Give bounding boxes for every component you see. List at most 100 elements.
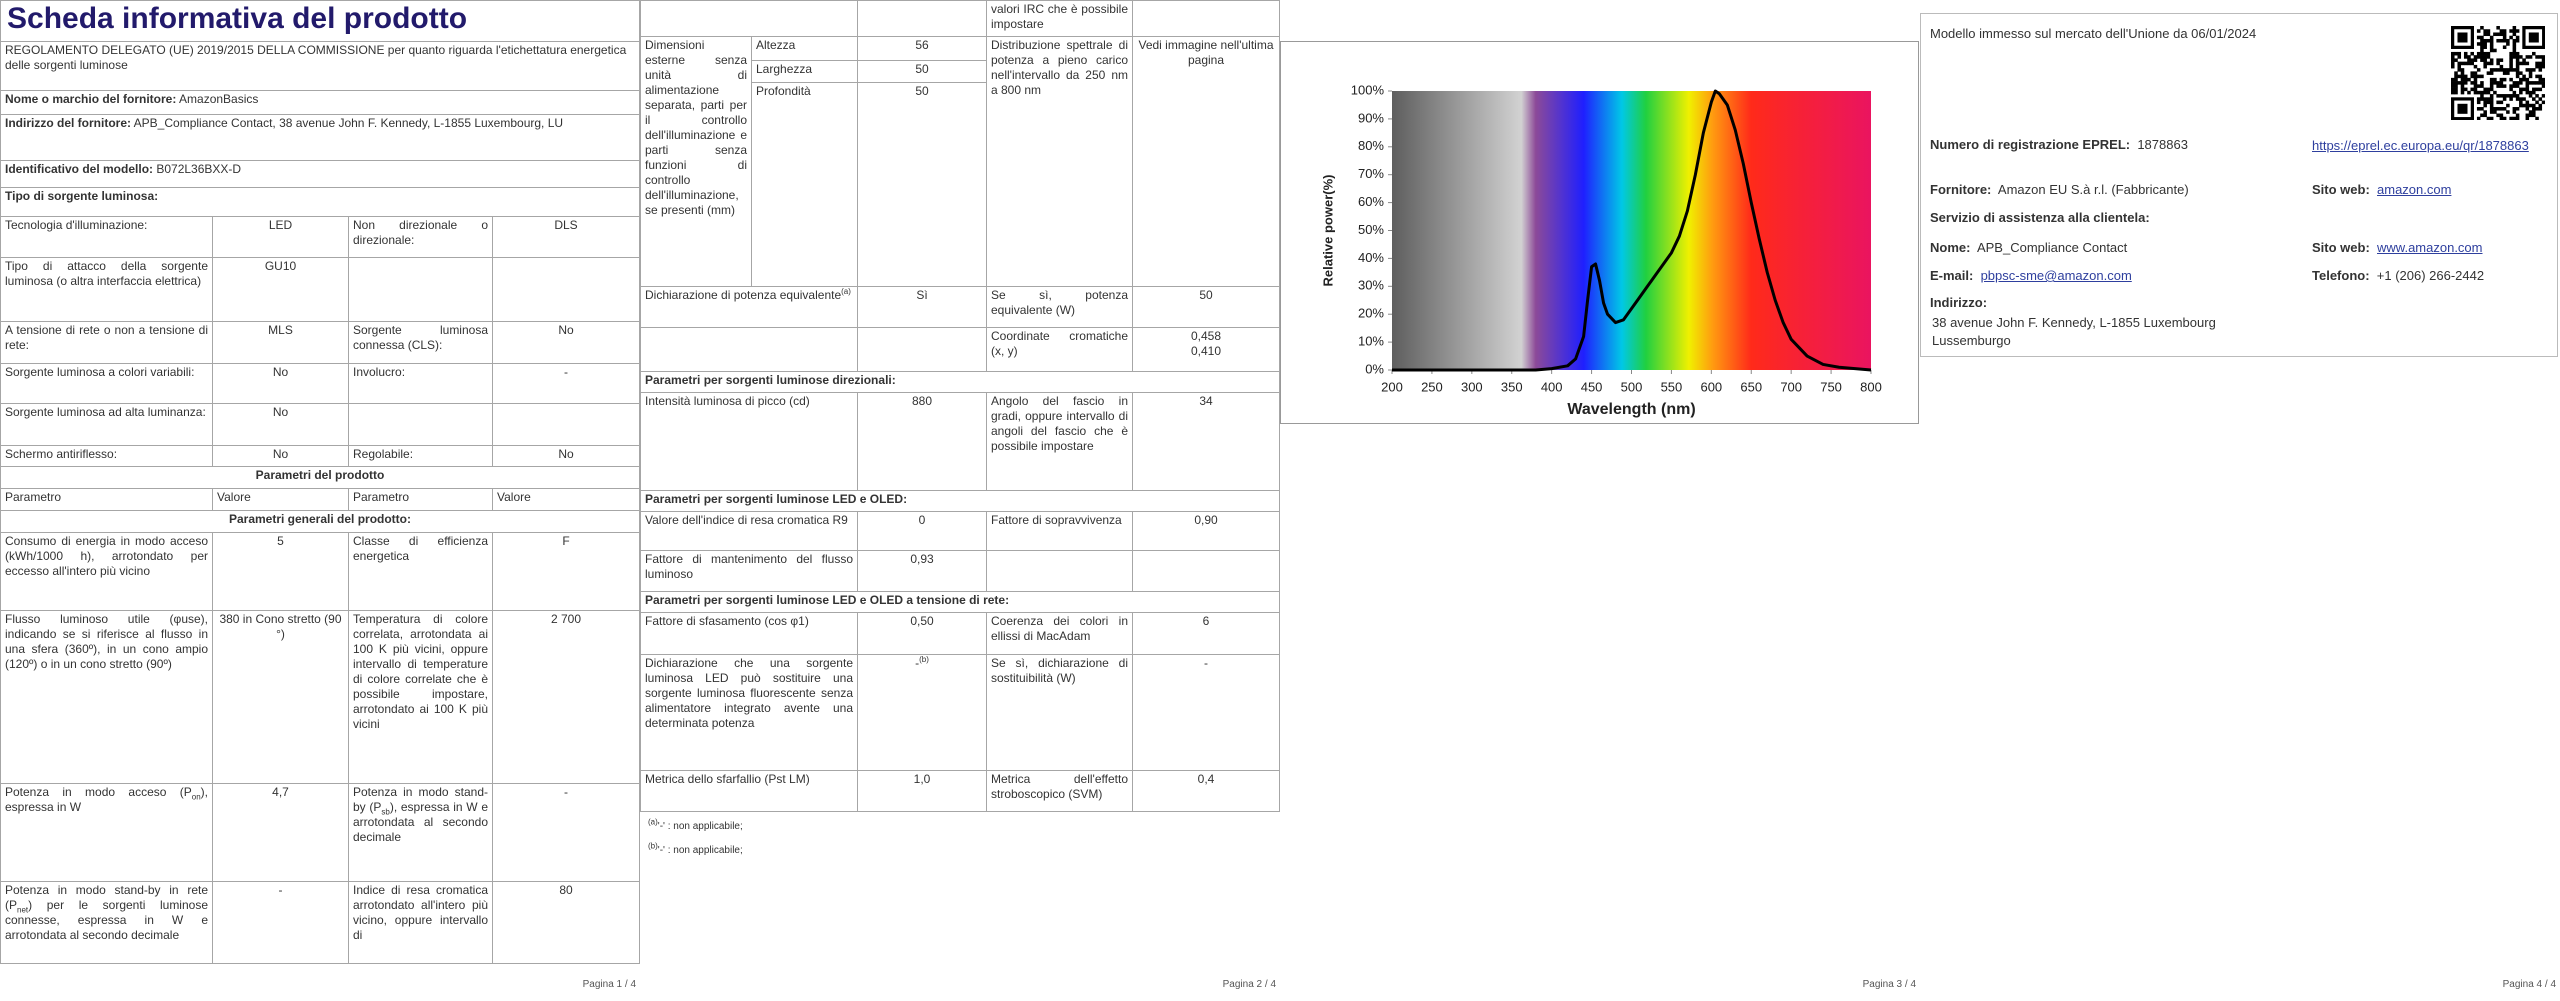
table-row: Fattore di sfasamento (cos φ1) 0,50 Coeren… (640, 612, 1280, 655)
qr-module (2499, 94, 2504, 98)
qr-module (2512, 42, 2517, 46)
qr-module (2496, 107, 2500, 111)
email-link[interactable]: pbpsc-sme@amazon.com (1980, 268, 2132, 283)
qr-module (2499, 107, 2504, 111)
table-cell: Valore dell'indice di resa cromatica R9 (640, 511, 858, 551)
text-part: ), espressa in W (5, 785, 208, 814)
table-cell: Valore (212, 488, 349, 511)
page-4: Modello immesso sul mercato dell'Unione … (1920, 0, 2560, 1001)
qr-module (2506, 110, 2510, 114)
table-cell (640, 0, 858, 37)
qr-module (2451, 51, 2455, 56)
qr-module (2528, 103, 2533, 108)
qr-module (2489, 45, 2494, 49)
qr-module (2493, 77, 2497, 82)
qr-module (2538, 68, 2543, 72)
table-cell: 1,0 (857, 770, 987, 812)
qr-module (2541, 61, 2545, 66)
table-row: Potenza in modo acceso (Pon), espressa i… (0, 783, 640, 882)
table-cell: Metrica dello sfarfallio (Pst LM) (640, 770, 858, 812)
qr-module (2476, 84, 2481, 88)
table-cell: A tensione di rete o non a tensione di r… (0, 321, 213, 364)
table-row: Tipo di sorgente luminosa: (0, 187, 640, 217)
qr-module (2480, 74, 2484, 79)
qr-module (2512, 51, 2517, 56)
qr-module (2483, 113, 2487, 118)
qr-module (2483, 87, 2487, 92)
qr-module (2483, 61, 2487, 66)
qr-module (2486, 29, 2491, 33)
qr-module (2509, 29, 2513, 33)
qr-module (2525, 116, 2530, 120)
qr-module (2467, 61, 2471, 66)
qr-module (2499, 116, 2504, 120)
table-cell: Parametri generali del prodotto: (0, 510, 640, 533)
qr-module (2522, 103, 2526, 108)
table-cell: Potenza in modo stand-by in rete (Pnet) … (0, 881, 213, 964)
qr-module (2451, 84, 2455, 88)
qr-module (2483, 42, 2487, 46)
table-row: Nome o marchio del fornitore: AmazonBasi… (0, 90, 640, 115)
table-row: valori IRC che è possibile impostare (640, 0, 1280, 37)
table-cell: 0,93 (857, 550, 987, 592)
section-label: Servizio di assistenza alla clientela: (1930, 210, 2150, 225)
qr-module (2470, 81, 2474, 85)
qr-module (2528, 55, 2533, 59)
qr-module (2499, 77, 2504, 82)
address-line: 38 avenue John F. Kennedy, L-1855 Luxemb… (1932, 315, 2216, 330)
table-row: Tipo di attacco della sorgente luminosa … (0, 257, 640, 322)
qr-module (2483, 103, 2487, 108)
qr-module (2525, 100, 2530, 105)
qr-module (2502, 35, 2507, 40)
table-row: Coordinate cromatiche (x, y) 0,458 0,410 (640, 327, 1280, 372)
qr-module (2473, 71, 2478, 75)
qr-module (2525, 113, 2530, 118)
table-cell: Parametro (0, 488, 213, 511)
table-cell: Se sì, dichiarazione di sostituibilità (… (986, 654, 1133, 771)
qr-module (2463, 87, 2468, 92)
qr-module (2538, 61, 2543, 66)
product-table: valori IRC che è possibile impostare Dime… (640, 0, 1280, 812)
qr-module (2502, 107, 2507, 111)
website-link[interactable]: www.amazon.com (2377, 240, 2483, 255)
qr-module (2519, 61, 2523, 66)
table-cell: 0 (857, 511, 987, 551)
qr-module (2470, 74, 2474, 79)
qr-module (2499, 68, 2504, 72)
qr-module (2460, 87, 2465, 92)
qr-module (2512, 32, 2517, 37)
qr-module (2457, 61, 2462, 66)
table-cell: Parametri del prodotto (0, 466, 640, 489)
footnote: (b)'-' : non applicabile; (648, 839, 743, 863)
qr-module (2519, 87, 2523, 92)
table-cell: Distribuzione spettrale di potenza a pie… (986, 36, 1133, 287)
qr-module (2473, 87, 2478, 92)
supscript: (b) (648, 841, 658, 851)
qr-module (2515, 107, 2520, 111)
table-cell: Tipo di attacco della sorgente luminosa … (0, 257, 213, 322)
field-value: +1 (206) 266-2442 (2376, 268, 2485, 283)
qr-module (2515, 81, 2520, 85)
qr-module (2467, 58, 2471, 62)
website-link[interactable]: amazon.com (2377, 182, 2452, 197)
qr-module (2476, 90, 2481, 95)
qr-module (2532, 103, 2536, 108)
table-cell: Sorgente luminosa ad alta luminanza: (0, 403, 213, 446)
x-tick-label: 600 (1700, 379, 1722, 394)
qr-module (2541, 55, 2545, 59)
table-cell: Sorgente luminosa connessa (CLS): (348, 321, 493, 364)
product-table: Scheda informativa del prodotto REGOLAMEN… (0, 0, 640, 964)
qr-module (2454, 84, 2458, 88)
page-footer: Pagina 2 / 4 (1222, 979, 1276, 990)
qr-module (2454, 58, 2458, 62)
qr-module (2512, 26, 2517, 30)
subscript: on (191, 792, 201, 802)
qr-module (2515, 61, 2520, 66)
qr-module (2489, 84, 2494, 88)
qr-module (2522, 87, 2526, 92)
qr-module (2502, 94, 2507, 98)
qr-module (2515, 51, 2520, 56)
eprel-link[interactable]: https://eprel.ec.europa.eu/qr/1878863 (2312, 138, 2529, 153)
qr-module (2463, 61, 2468, 66)
